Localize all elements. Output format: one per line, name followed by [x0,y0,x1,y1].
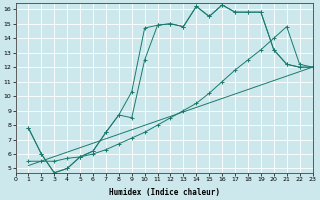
X-axis label: Humidex (Indice chaleur): Humidex (Indice chaleur) [108,188,220,197]
